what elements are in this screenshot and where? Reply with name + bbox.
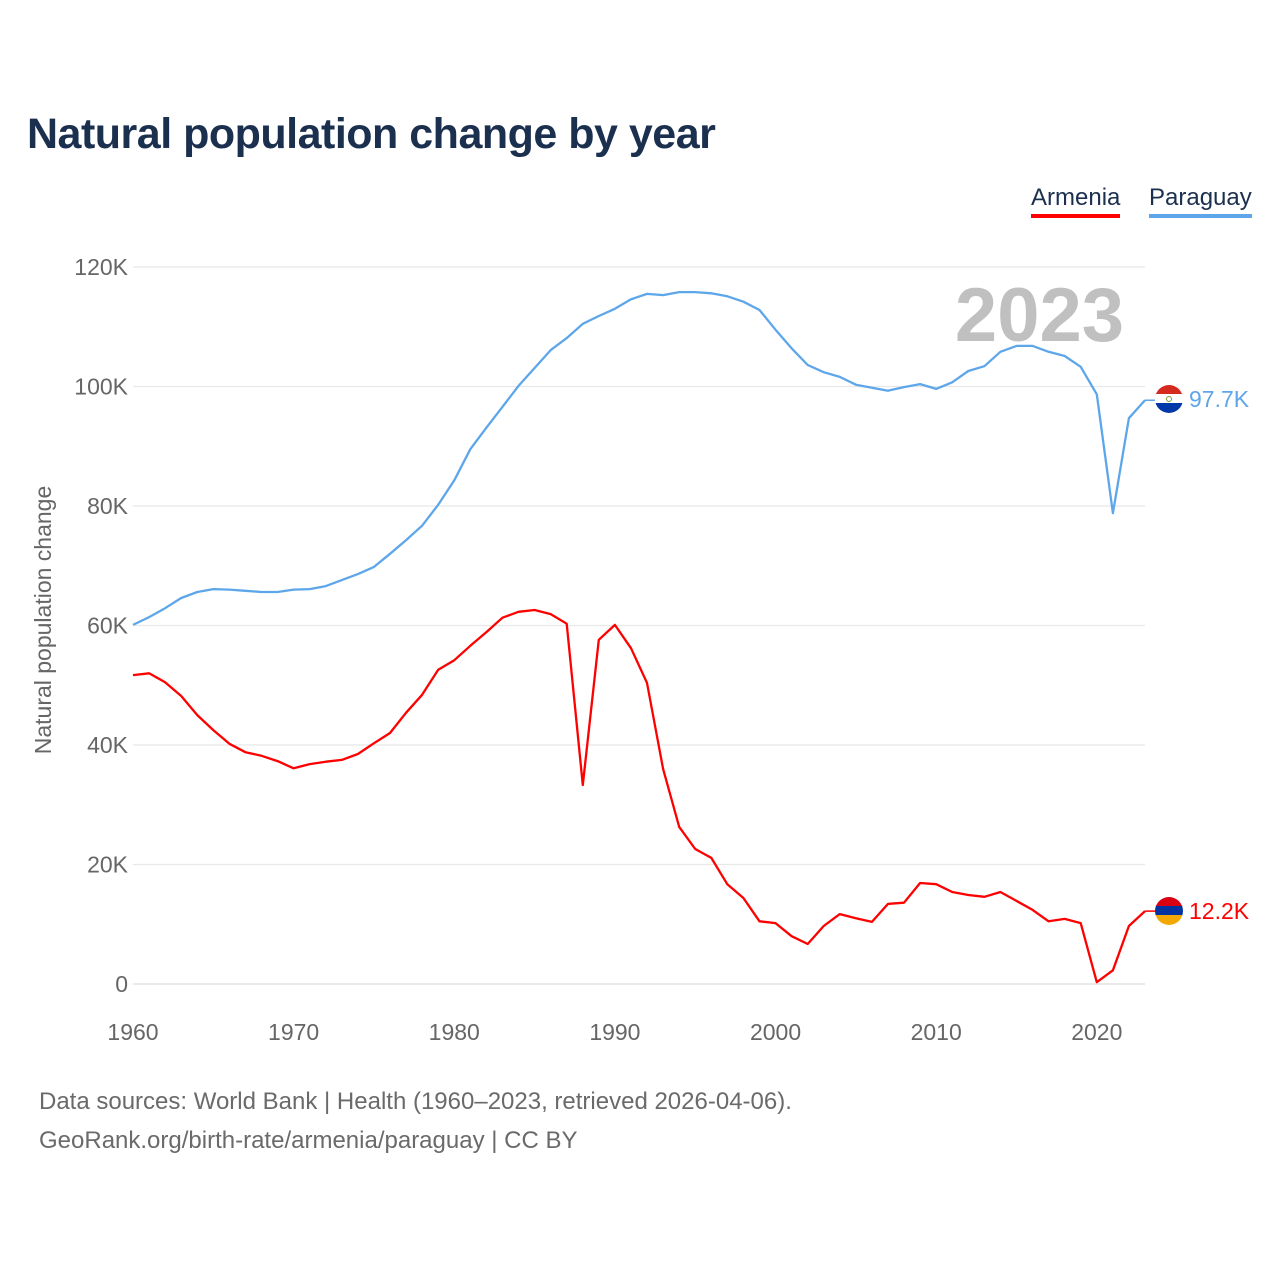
line-chart: 0 20K 40K 60K 80K 100K 120K 1960 1970 1980 1990 20… [30,254,1250,1045]
legend-item-armenia[interactable]: Armenia [1031,184,1121,218]
y-tick-label: 120K [74,254,128,280]
credit-link[interactable]: GeoRank.org/birth-rate/armenia/paraguay … [39,1127,578,1154]
legend-item-paraguay[interactable]: Paraguay [1149,184,1252,218]
series-line-paraguay [132,290,1146,626]
x-tick-label: 1960 [107,1019,158,1045]
y-tick-label: 40K [87,732,129,758]
y-tick-label: 0 [115,971,128,997]
x-tick-label: 1980 [429,1019,480,1045]
paraguay-flag-icon [1155,385,1183,413]
armenia-flag-icon [1155,897,1183,925]
x-tick-label: 2000 [750,1019,801,1045]
y-tick-label: 100K [74,374,128,400]
y-axis-ticks: 0 20K 40K 60K 80K 100K 120K [74,254,128,997]
y-axis-label: Natural population change [30,486,56,755]
series-line-armenia [132,608,1146,984]
x-tick-label: 2010 [911,1019,962,1045]
end-label-armenia: 12.2K [1189,898,1250,924]
y-tick-label: 20K [87,852,129,878]
x-tick-label: 1970 [268,1019,319,1045]
y-tick-label: 80K [87,493,129,519]
x-tick-label: 1990 [589,1019,640,1045]
gridlines [133,266,1145,985]
x-axis-ticks: 1960 1970 1980 1990 2000 2010 2020 [107,1019,1122,1045]
chart-title: Natural population change by year [27,110,716,158]
year-watermark: 2023 [955,273,1124,358]
x-tick-label: 2020 [1071,1019,1122,1045]
data-sources-note: Data sources: World Bank | Health (1960–… [39,1088,792,1115]
series-lines [132,290,1155,984]
end-label-paraguay: 97.7K [1189,386,1250,412]
y-tick-label: 60K [87,613,129,639]
